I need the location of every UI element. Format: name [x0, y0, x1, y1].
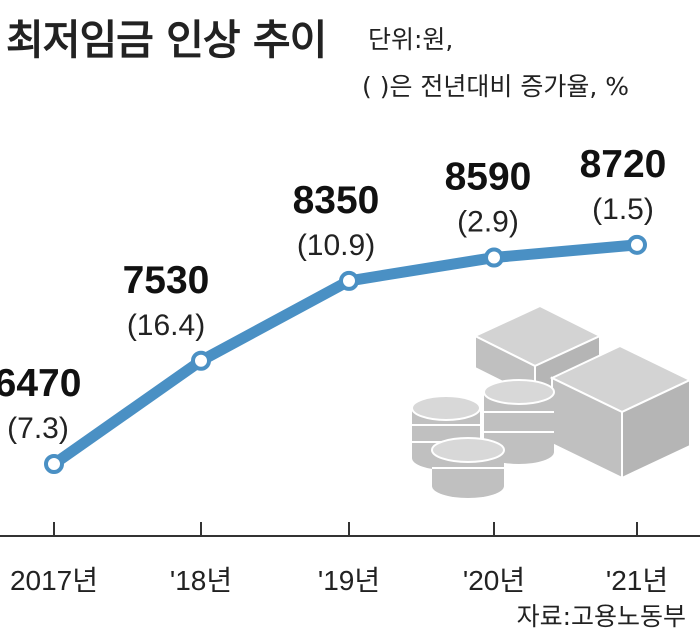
chart-title: 최저임금 인상 추이 [6, 16, 327, 64]
data-point [484, 247, 504, 268]
data-label-value: 7530 [123, 259, 210, 302]
data-point [339, 270, 359, 291]
data-label-value: 8590 [445, 156, 532, 199]
data-point [191, 350, 211, 371]
unit-note: 단위:원, [368, 25, 454, 54]
x-tick-label: '21년 [606, 565, 668, 596]
x-tick-label: '19년 [318, 565, 380, 596]
data-label-growth: (10.9) [297, 229, 375, 262]
x-tick-label: 2017년 [10, 565, 98, 596]
data-point [44, 454, 64, 474]
data-label-growth: (16.4) [127, 309, 205, 342]
data-label-growth: (1.5) [592, 193, 654, 226]
growth-note: ( )은 전년대비 증가율, % [362, 72, 629, 101]
source-note: 자료:고용노동부 [516, 602, 686, 631]
x-tick-label: '18년 [170, 565, 232, 596]
data-label-value: 8720 [580, 143, 667, 186]
data-label-value: 6470 [0, 362, 81, 405]
data-point [627, 234, 647, 255]
coins-and-cash-icon [411, 304, 693, 498]
data-label-growth: (2.9) [457, 206, 519, 239]
x-tick-label: '20년 [463, 565, 525, 596]
data-label-growth: (7.3) [7, 412, 69, 445]
data-label-value: 8350 [293, 179, 380, 222]
